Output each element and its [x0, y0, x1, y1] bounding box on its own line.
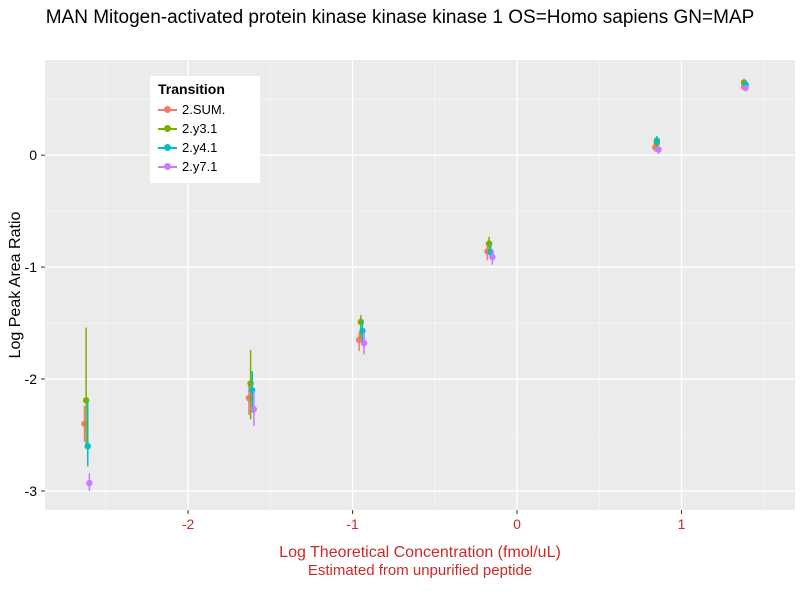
y-tick-label: -1	[25, 259, 38, 275]
x-tick-label: 0	[513, 516, 521, 532]
chart-title: MAN Mitogen-activated protein kinase kin…	[45, 7, 755, 28]
x-tick-label: 1	[678, 516, 686, 532]
data-point	[489, 253, 496, 261]
data-point	[250, 406, 258, 413]
data-point	[84, 442, 91, 450]
legend-item-label: 2.y3.1	[182, 121, 218, 136]
data-point	[742, 84, 749, 92]
data-point	[360, 340, 368, 347]
y-tick-label: -2	[25, 371, 38, 387]
legend-item-label: 2.SUM.	[182, 102, 226, 117]
x-axis-label-line1: Log Theoretical Concentration (fmol/uL)	[279, 544, 561, 561]
legend-item: 2.y3.1	[158, 119, 250, 138]
legend-item: 2.y7.1	[158, 157, 250, 176]
legend: Transition 2.SUM. 2.y3.1 2.y4.1 2.y7.1	[150, 76, 260, 183]
legend-item-label: 2.y7.1	[182, 159, 218, 174]
legend-item: 2.y4.1	[158, 138, 250, 157]
legend-key-icon	[158, 141, 177, 155]
y-tick-label: -3	[25, 483, 38, 499]
series-2.y7.1	[86, 84, 749, 491]
legend-title: Transition	[158, 81, 225, 97]
legend-key-icon	[158, 103, 177, 117]
data-point	[86, 479, 93, 487]
legend-key-icon	[158, 160, 177, 174]
data-point	[355, 336, 363, 344]
x-axis-label: Log Theoretical Concentration (fmol/uL) …	[45, 544, 795, 579]
legend-key-icon	[158, 122, 177, 136]
legend-item: 2.SUM.	[158, 100, 250, 119]
legend-items: 2.SUM. 2.y3.1 2.y4.1 2.y7.1	[158, 100, 250, 176]
legend-item-label: 2.y4.1	[182, 140, 218, 155]
x-axis-label-line2: Estimated from unpurified peptide	[307, 562, 533, 579]
data-point	[653, 137, 661, 144]
y-tick-label: 0	[29, 147, 37, 163]
x-tick-label: -1	[346, 516, 359, 532]
data-point	[655, 146, 662, 153]
x-tick-label: -2	[182, 516, 195, 532]
axis-ticks: -2 -1 0 1 0 -1 -2 -3	[25, 147, 686, 532]
